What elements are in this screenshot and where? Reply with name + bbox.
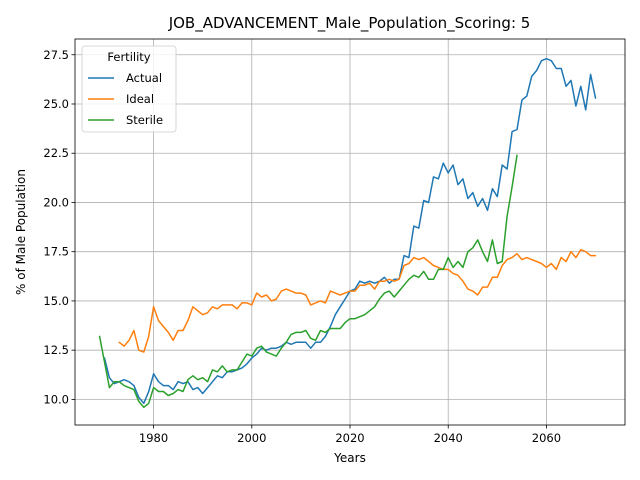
legend-box — [81, 45, 177, 133]
x-tick-label: 2000 — [237, 431, 266, 445]
y-tick-label: 27.5 — [43, 48, 69, 62]
series-line-sterile — [98, 154, 518, 409]
legend-label-actual: Actual — [126, 71, 162, 85]
x-axis-label: Years — [333, 451, 366, 465]
y-tick-label: 15.0 — [43, 294, 69, 308]
y-tick-label: 25.0 — [43, 97, 69, 111]
y-tick-label: 12.5 — [43, 343, 69, 357]
x-tick-label: 2040 — [434, 431, 463, 445]
y-tick-label: 22.5 — [43, 146, 69, 160]
series-layer — [98, 57, 597, 409]
x-axis-ticks: 1980 2000 2020 2040 2060 — [139, 425, 561, 445]
y-tick-label: 20.0 — [43, 195, 69, 209]
x-tick-label: 1980 — [139, 431, 168, 445]
x-tick-label: 2020 — [335, 431, 364, 445]
legend-title: Fertility — [107, 50, 150, 64]
x-tick-label: 2060 — [532, 431, 561, 445]
y-tick-label: 17.5 — [43, 245, 69, 259]
y-axis-ticks: 10.0 12.5 15.0 17.5 20.0 22.5 25.0 27.5 — [43, 48, 75, 406]
chart-title: JOB_ADVANCEMENT_Male_Population_Scoring:… — [168, 14, 531, 33]
series-line-ideal — [118, 248, 597, 353]
y-axis-label: % of Male Population — [14, 169, 28, 295]
legend-label-ideal: Ideal — [126, 92, 154, 106]
legend: Fertility Actual Ideal Sterile — [81, 45, 177, 133]
y-tick-label: 10.0 — [43, 392, 69, 406]
legend-items: Actual Ideal Sterile — [88, 71, 163, 127]
legend-label-sterile: Sterile — [126, 113, 163, 127]
